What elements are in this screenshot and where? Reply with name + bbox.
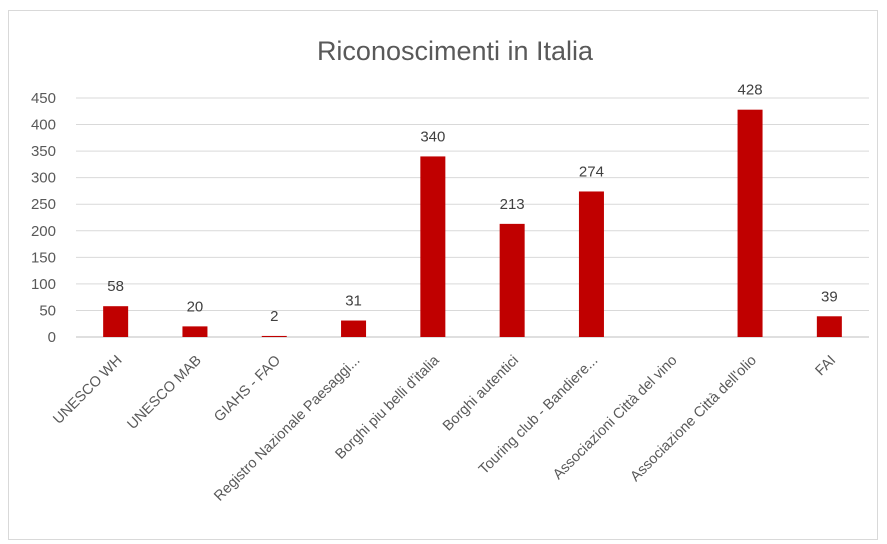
- bar: [816, 316, 842, 337]
- y-tick-label: 400: [31, 117, 56, 134]
- data-label: 428: [738, 82, 763, 99]
- bar: [182, 326, 208, 337]
- y-tick-label: 100: [31, 276, 56, 293]
- bar: [420, 156, 446, 337]
- bar: [341, 320, 367, 337]
- x-category-label: Registro Nazionale Paesaggi...: [211, 353, 363, 505]
- y-tick-label: 450: [31, 90, 56, 107]
- data-label: 20: [187, 298, 204, 315]
- bar: [578, 191, 604, 337]
- data-labels: 58 20 2 31 340 213 274 428 39: [107, 82, 837, 325]
- chart-frame: Riconoscimenti in Italia 0 50 100 150 200 250…: [8, 10, 878, 540]
- bar: [499, 223, 525, 337]
- bar: [103, 306, 129, 337]
- x-category-label: FAI: [812, 353, 839, 380]
- data-label: 58: [107, 278, 124, 295]
- y-tick-label: 350: [31, 143, 56, 160]
- bars: [103, 109, 842, 337]
- x-category-label: UNESCO MAB: [125, 353, 205, 433]
- bar: [737, 109, 763, 337]
- bar: [261, 335, 287, 337]
- y-tick-label: 150: [31, 249, 56, 266]
- x-category-label: UNESCO WH: [50, 353, 125, 428]
- y-tick-label: 250: [31, 196, 56, 213]
- x-category-label: Associazione Città dell'olio: [627, 353, 759, 485]
- bar-chart: Riconoscimenti in Italia 0 50 100 150 200 250…: [31, 36, 869, 505]
- data-label: 340: [420, 128, 445, 145]
- y-tick-label: 200: [31, 223, 56, 240]
- data-label: 39: [821, 288, 838, 305]
- y-tick-label: 50: [39, 302, 56, 319]
- x-category-label: GIAHS - FAO: [211, 353, 284, 426]
- data-label: 274: [579, 163, 604, 180]
- data-label: 31: [345, 293, 362, 310]
- data-label: 213: [500, 196, 525, 213]
- data-label: 2: [270, 308, 278, 325]
- y-tick-label: 0: [48, 329, 56, 346]
- gridlines: [76, 97, 869, 338]
- y-axis-ticks: 0 50 100 150 200 250 300 350 400 450: [31, 90, 56, 346]
- x-category-label: Borghi autentici: [440, 353, 522, 435]
- y-tick-label: 300: [31, 170, 56, 187]
- chart-title: Riconoscimenti in Italia: [317, 36, 594, 66]
